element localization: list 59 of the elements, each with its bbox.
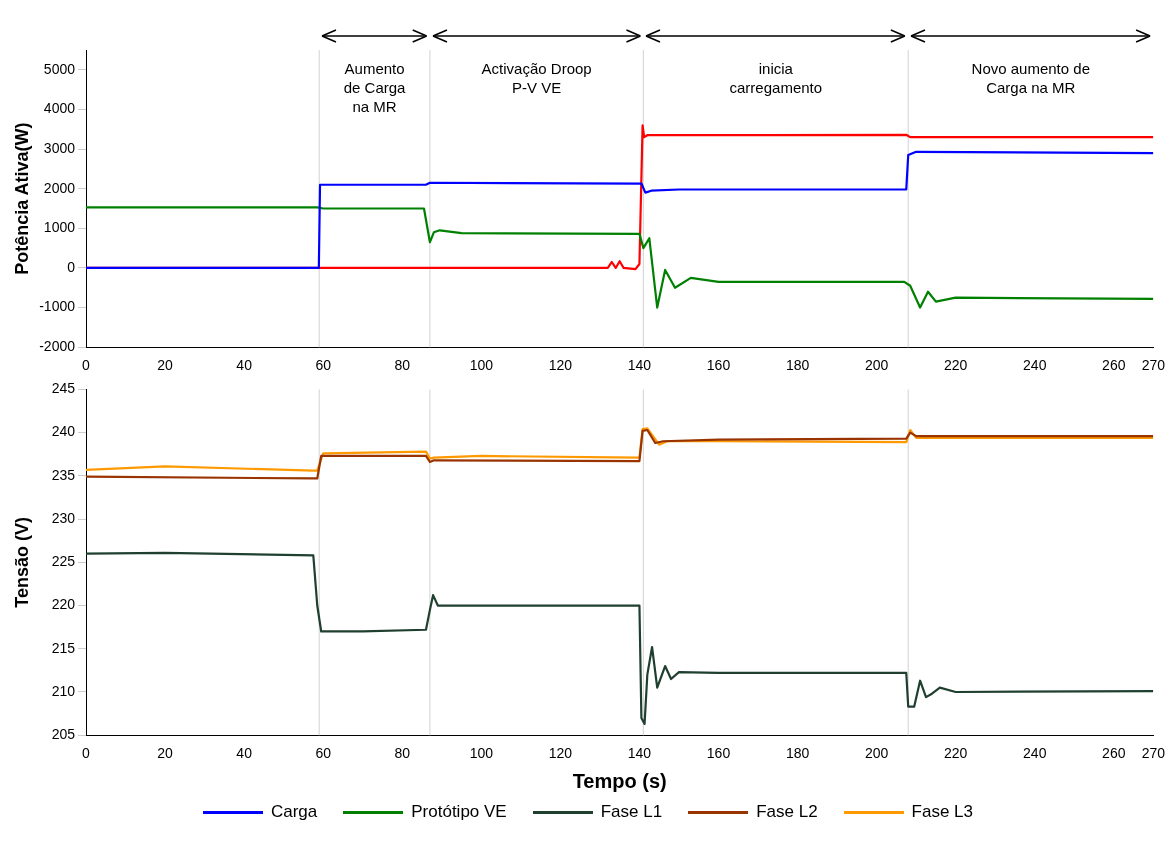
y-tick-label: 2000 bbox=[43, 179, 76, 196]
x-tick-label: 180 bbox=[785, 745, 810, 762]
x-tick-label: 140 bbox=[627, 745, 652, 762]
y-tick-label: 210 bbox=[51, 682, 76, 699]
x-tick-label: 60 bbox=[315, 745, 332, 762]
x-tick-label: 270 bbox=[1141, 357, 1166, 374]
y-tick-label: -1000 bbox=[39, 298, 76, 315]
y-tick-label: 220 bbox=[51, 596, 76, 613]
annotation: Aumento de Carga na MR bbox=[343, 59, 407, 115]
y-tick-label: 230 bbox=[51, 509, 76, 526]
legend-label: Carga bbox=[270, 802, 318, 822]
x-tick-label: 260 bbox=[1102, 357, 1126, 374]
x-tick-label: 160 bbox=[706, 745, 731, 762]
y-tick-label: 5000 bbox=[43, 60, 76, 77]
x-tick-label: 100 bbox=[469, 745, 494, 762]
x-tick-label: 40 bbox=[236, 745, 253, 762]
x-tick-label: 80 bbox=[394, 745, 411, 762]
x-tick-label: 80 bbox=[394, 357, 411, 374]
x-tick-label: 270 bbox=[1141, 745, 1166, 762]
annotation: inicia carregamento bbox=[729, 59, 823, 96]
y-tick-label: 215 bbox=[51, 639, 76, 656]
x-tick-label: 20 bbox=[157, 745, 174, 762]
y-tick-label: 235 bbox=[51, 466, 76, 483]
x-tick-label: 20 bbox=[157, 357, 174, 374]
legend-label: Fase L1 bbox=[600, 802, 663, 822]
annotation: Activação Droop P-V VE bbox=[481, 59, 592, 96]
y-tick-label: 4000 bbox=[43, 100, 76, 117]
legend-label: Protótipo VE bbox=[411, 802, 507, 822]
x-tick-label: 240 bbox=[1023, 357, 1047, 374]
y-tick-label: 245 bbox=[51, 380, 76, 397]
y-axis-title: Potência Ativa(W) bbox=[11, 122, 32, 275]
x-axis-title: Tempo (s) bbox=[572, 769, 667, 792]
x-tick-label: 100 bbox=[469, 357, 494, 374]
y-tick-label: 205 bbox=[51, 726, 76, 743]
x-tick-label: 200 bbox=[864, 745, 889, 762]
y-tick-label: -2000 bbox=[39, 338, 76, 355]
legend-label: Fase L3 bbox=[911, 802, 974, 822]
x-tick-label: 180 bbox=[785, 357, 810, 374]
x-tick-label: 60 bbox=[315, 357, 332, 374]
legend-label: Fase L2 bbox=[756, 802, 818, 822]
x-tick-label: 40 bbox=[236, 357, 253, 374]
x-tick-label: 160 bbox=[706, 357, 731, 374]
annotation: Novo aumento de Carga na MR bbox=[971, 59, 1090, 96]
x-tick-label: 260 bbox=[1102, 745, 1126, 762]
y-tick-label: 225 bbox=[51, 553, 76, 570]
x-tick-label: 0 bbox=[82, 357, 91, 374]
y-axis-title: Tensão (V) bbox=[11, 516, 32, 608]
x-tick-label: 0 bbox=[82, 745, 91, 762]
x-tick-label: 120 bbox=[548, 745, 573, 762]
x-tick-label: 220 bbox=[943, 745, 968, 762]
x-tick-label: 200 bbox=[864, 357, 889, 374]
y-tick-label: 1000 bbox=[43, 219, 76, 236]
x-tick-label: 240 bbox=[1023, 745, 1047, 762]
y-tick-label: 3000 bbox=[43, 139, 76, 156]
y-tick-label: 0 bbox=[67, 258, 76, 275]
x-tick-label: 120 bbox=[548, 357, 573, 374]
y-tick-label: 240 bbox=[51, 423, 76, 440]
x-tick-label: 140 bbox=[627, 357, 652, 374]
x-tick-label: 220 bbox=[943, 357, 968, 374]
